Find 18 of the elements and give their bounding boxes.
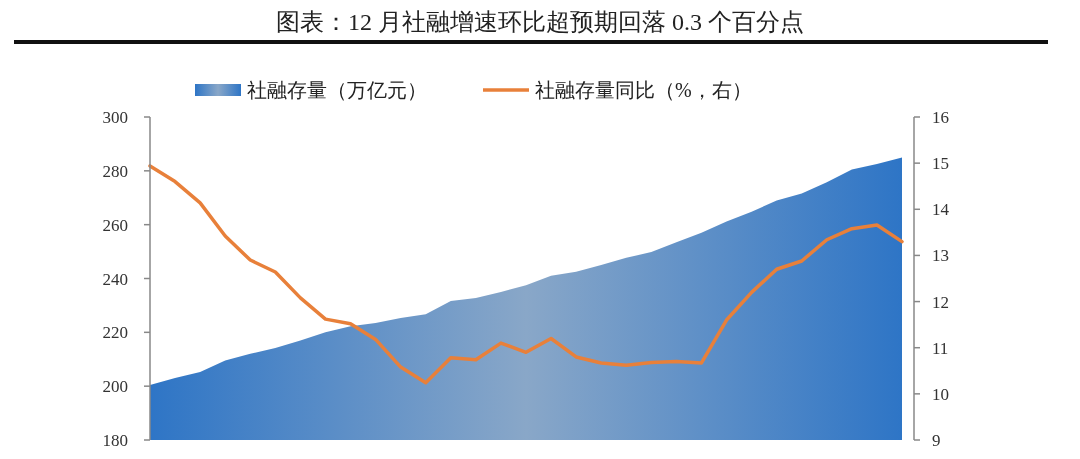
legend-label: 社融存量同比（%，右） xyxy=(535,79,752,101)
chart-title: 图表：12 月社融增速环比超预期回落 0.3 个百分点 xyxy=(276,9,804,35)
y2-tick-label: 11 xyxy=(932,338,949,358)
y2-tick-label: 13 xyxy=(932,246,949,266)
y2-tick-label: 12 xyxy=(932,292,949,312)
y-tick-label: 300 xyxy=(102,108,128,127)
y2-tick-label: 10 xyxy=(932,384,949,404)
y2-tick-label: 14 xyxy=(932,200,950,220)
y2-tick-label: 9 xyxy=(932,431,941,450)
legend-label: 社融存量（万亿元） xyxy=(247,79,427,101)
y-tick-label: 240 xyxy=(102,269,128,289)
y-tick-label: 280 xyxy=(102,161,128,181)
y-tick-label: 220 xyxy=(102,323,128,343)
y2-tick-label: 15 xyxy=(932,154,949,174)
y-tick-label: 180 xyxy=(102,431,128,450)
y-tick-label: 260 xyxy=(102,215,128,235)
y-tick-label: 200 xyxy=(102,377,128,397)
y2-tick-label: 16 xyxy=(932,108,949,127)
